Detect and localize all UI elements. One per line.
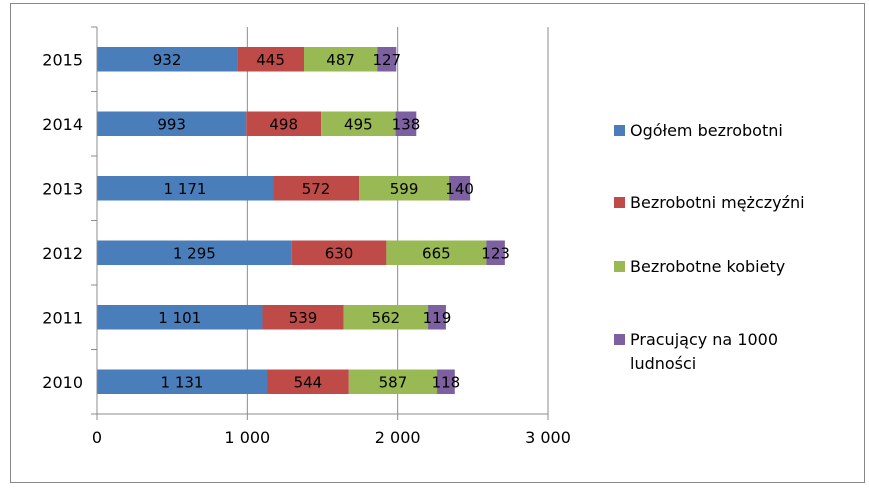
data-label: 599: [390, 180, 419, 198]
data-label: 498: [269, 115, 298, 133]
category-label: 2013: [42, 179, 83, 198]
bar-segment: [97, 46, 238, 72]
data-label: 445: [256, 51, 285, 69]
bars: 1 131 544 587 118 1 101 539 562 119 1 295 630 665 1…: [97, 46, 510, 395]
bar-segment: [97, 111, 247, 137]
data-label: 138: [392, 115, 421, 133]
legend-label: Bezrobotni mężczyźni: [630, 193, 805, 212]
x-tick-label: 0: [92, 428, 102, 447]
data-label: 495: [344, 115, 373, 133]
x-tick-label: 2 000: [375, 428, 421, 447]
legend-swatch: [614, 261, 625, 272]
bar-segment: [267, 369, 349, 395]
bar-segment: [359, 175, 450, 201]
bar-segment: [377, 46, 397, 72]
legend-label: Ogółem bezrobotni: [630, 121, 783, 140]
data-label: 140: [445, 180, 474, 198]
data-label: 1 131: [161, 373, 204, 391]
data-label: 123: [481, 244, 510, 262]
data-label: 119: [423, 309, 452, 327]
bar-segment: [386, 240, 487, 266]
bar-segment: [246, 111, 322, 137]
gridlines: [246, 27, 549, 414]
legend-label: Pracujący na 1000 ludności: [630, 330, 778, 373]
bar-segment: [97, 240, 292, 266]
bar-segment: [395, 111, 417, 137]
data-label: 993: [157, 115, 186, 133]
data-label: 1 171: [164, 180, 207, 198]
x-tick-label: 3 000: [525, 428, 571, 447]
category-label: 2014: [42, 115, 83, 134]
data-label: 544: [294, 373, 323, 391]
data-label: 127: [372, 51, 401, 69]
axes: 0 1 000 2 000 3 000 2010 2011 2012 2013 2014 2015: [42, 26, 571, 447]
chart-area: 1 131 544 587 118 1 101 539 562 119 1 295 630 665 1…: [10, 3, 865, 483]
legend-swatch: [614, 197, 625, 208]
category-label: 2015: [42, 50, 83, 69]
bar-segment: [291, 240, 387, 266]
stacked-bar-chart: 1 131 544 587 118 1 101 539 562 119 1 295 630 665 1…: [42, 26, 805, 447]
category-label: 2012: [42, 244, 83, 263]
bar-segment: [237, 46, 305, 72]
bar-segment: [428, 304, 446, 330]
bar-segment: [321, 111, 396, 137]
legend-swatch: [614, 125, 625, 136]
bar-segment: [486, 240, 505, 266]
bar-segment: [437, 369, 455, 395]
bar-segment: [343, 304, 429, 330]
data-label: 1 295: [173, 244, 216, 262]
x-tick-label: 1 000: [224, 428, 270, 447]
data-label: 562: [371, 309, 400, 327]
legend-label: Bezrobotne kobiety: [630, 257, 785, 276]
legend: Ogółem bezrobotni Bezrobotni mężczyźni Bez…: [614, 121, 805, 373]
bar-segment: [97, 304, 263, 330]
category-label: 2010: [42, 373, 83, 392]
category-label: 2011: [42, 308, 83, 327]
data-label: 665: [422, 244, 451, 262]
bar-segment: [262, 304, 344, 330]
data-label: 487: [326, 51, 355, 69]
bar-segment: [273, 175, 360, 201]
data-label: 118: [432, 373, 461, 391]
bar-segment: [348, 369, 438, 395]
data-label: 630: [325, 244, 354, 262]
bar-segment: [97, 369, 268, 395]
data-label: 1 101: [158, 309, 201, 327]
data-label: 932: [153, 51, 182, 69]
data-label: 539: [289, 309, 318, 327]
bar-segment: [449, 175, 471, 201]
legend-swatch: [614, 334, 625, 345]
bar-segment: [97, 175, 274, 201]
data-label: 572: [302, 180, 331, 198]
data-label: 587: [379, 373, 408, 391]
bar-segment: [304, 46, 378, 72]
